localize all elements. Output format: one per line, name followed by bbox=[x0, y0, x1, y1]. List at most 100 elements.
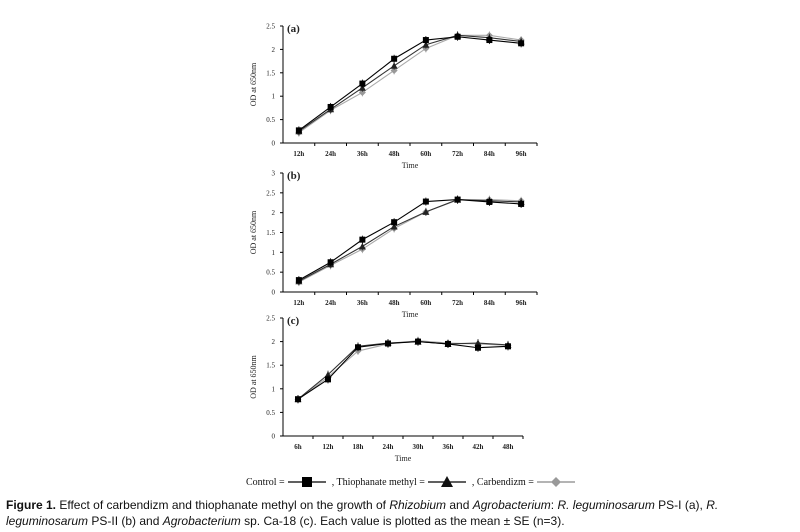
y-tick-label: 1 bbox=[272, 385, 276, 393]
data-point-control bbox=[415, 338, 421, 345]
data-point-control bbox=[505, 343, 511, 350]
data-point-control bbox=[391, 55, 398, 62]
y-tick-label: 0.5 bbox=[266, 409, 275, 417]
legend-label-thiophanate: , Thiophanate methyl = bbox=[331, 476, 425, 488]
legend: Control = , Thiophanate methyl = , Carbe… bbox=[246, 476, 581, 488]
x-tick-label: 12h bbox=[293, 150, 304, 158]
x-tick-label: 36h bbox=[357, 299, 368, 307]
data-point-control bbox=[385, 340, 391, 347]
y-tick-label: 2.5 bbox=[266, 23, 275, 31]
x-tick-label: 18h bbox=[353, 443, 364, 451]
y-tick-label: 1 bbox=[272, 249, 276, 257]
data-point-thiophanate bbox=[390, 62, 398, 69]
x-tick-label: 24h bbox=[383, 443, 394, 451]
x-tick-label: 96h bbox=[516, 299, 527, 307]
data-point-thiophanate bbox=[422, 208, 430, 215]
caption-text: Effect of carbendizm and thiophanate met… bbox=[56, 498, 390, 512]
caption-italic: R. leguminosarum bbox=[557, 498, 655, 512]
y-tick-label: 0 bbox=[272, 289, 276, 297]
chart-panel-b: 0 0.5 1 1.5 2 2.5 3 12h 24h 36h 48h 60h 72h 84h 96h Tim… bbox=[249, 170, 538, 319]
caption-text: sp. Ca-18 (c). Each value is plotted as … bbox=[240, 514, 565, 528]
y-tick-label: 2 bbox=[272, 338, 276, 346]
data-point-control bbox=[391, 219, 398, 226]
data-point-control bbox=[454, 196, 461, 203]
data-point-control bbox=[359, 236, 366, 243]
caption-text: : bbox=[550, 498, 558, 512]
data-point-control bbox=[325, 376, 331, 383]
data-point-thiophanate bbox=[324, 371, 332, 378]
y-tick-label: 0.5 bbox=[266, 116, 275, 124]
panel-label: (b) bbox=[287, 170, 301, 182]
series-line-thiophanate-methyl bbox=[298, 199, 522, 282]
y-tick-label: 2 bbox=[272, 209, 276, 217]
data-point-control bbox=[359, 80, 366, 87]
data-point-control bbox=[475, 344, 481, 351]
data-point-thiophanate bbox=[390, 223, 398, 230]
y-tick-label: 1.5 bbox=[266, 229, 275, 237]
series-line-control bbox=[298, 36, 522, 131]
legend-label-control: Control = bbox=[246, 476, 285, 488]
y-tick-label: 2.5 bbox=[266, 315, 275, 323]
x-tick-label: 36h bbox=[357, 150, 368, 158]
figure-caption: Figure 1. Effect of carbendizm and thiop… bbox=[6, 497, 796, 529]
y-tick-label: 0 bbox=[272, 433, 276, 441]
x-axis-label: Time bbox=[402, 310, 419, 319]
x-tick-label: 42h bbox=[473, 443, 484, 451]
y-tick-label: 1.5 bbox=[266, 362, 275, 370]
x-tick-label: 48h bbox=[389, 299, 400, 307]
y-tick-label: 0.5 bbox=[266, 269, 275, 277]
y-tick-label: 2 bbox=[272, 46, 276, 54]
data-point-control bbox=[327, 259, 334, 266]
x-tick-label: 48h bbox=[503, 443, 514, 451]
x-tick-label: 84h bbox=[484, 299, 495, 307]
panel-label: (a) bbox=[287, 23, 300, 35]
y-tick-label: 1.5 bbox=[266, 69, 275, 77]
data-point-control bbox=[327, 103, 334, 110]
y-axis-label: OD at 650nm bbox=[249, 62, 258, 106]
caption-text: PS-II (b) and bbox=[88, 514, 163, 528]
x-axis-label: Time bbox=[395, 454, 412, 463]
figure-label: Figure 1. bbox=[6, 498, 57, 512]
series-line-control bbox=[297, 341, 509, 400]
caption-italic: R. leguminosarum bbox=[6, 498, 719, 528]
legend-square-marker-icon bbox=[287, 477, 326, 487]
series-line-carbendizm bbox=[298, 199, 522, 283]
data-point-control bbox=[445, 340, 451, 347]
panel-label: (c) bbox=[287, 315, 300, 327]
legend-label-carbendizm: , Carbendizm = bbox=[471, 476, 534, 488]
y-tick-label: 0 bbox=[272, 140, 276, 148]
x-tick-label: 24h bbox=[325, 299, 336, 307]
caption-text: PS-I (a), bbox=[654, 498, 707, 512]
series-line-carbendizm bbox=[298, 34, 522, 134]
x-tick-label: 36h bbox=[443, 443, 454, 451]
chart-panel-c: 0 0.5 1 1.5 2 2.5 6h 12h 18h 24h 30h 36h 42h 48h Time O… bbox=[249, 315, 524, 463]
caption-italic: Agrobacterium bbox=[472, 498, 551, 512]
x-tick-label: 60h bbox=[420, 150, 431, 158]
data-point-control bbox=[454, 33, 461, 40]
data-point-control bbox=[422, 37, 429, 44]
data-point-thiophanate bbox=[422, 41, 430, 48]
data-point-control bbox=[486, 37, 493, 44]
caption-italic: Rhizobium bbox=[389, 498, 447, 512]
data-point-thiophanate bbox=[358, 242, 366, 250]
x-tick-label: 12h bbox=[293, 299, 304, 307]
x-tick-label: 72h bbox=[452, 299, 463, 307]
data-point-control bbox=[295, 127, 302, 134]
data-point-control bbox=[295, 277, 302, 284]
y-axis-label: OD at 650nm bbox=[249, 210, 258, 254]
x-tick-label: 30h bbox=[413, 443, 424, 451]
caption-italic: Agrobacterium bbox=[162, 514, 241, 528]
data-point-thiophanate bbox=[474, 339, 482, 347]
x-tick-label: 60h bbox=[420, 299, 431, 307]
x-axis-label: Time bbox=[402, 161, 419, 170]
y-tick-label: 3 bbox=[272, 170, 276, 178]
data-point-control bbox=[518, 200, 525, 207]
x-tick-label: 96h bbox=[516, 150, 527, 158]
x-tick-label: 24h bbox=[325, 150, 336, 158]
chart-panel-a: 0 0.5 1 1.5 2 2.5 12h 24h 36h 48h 60h 72h 84h 96h Time… bbox=[249, 23, 538, 170]
data-point-control bbox=[486, 198, 493, 205]
data-point-control bbox=[518, 40, 525, 47]
series-line-thiophanate-methyl bbox=[298, 34, 522, 132]
caption-text: and bbox=[446, 498, 473, 512]
data-point-control bbox=[355, 344, 361, 351]
